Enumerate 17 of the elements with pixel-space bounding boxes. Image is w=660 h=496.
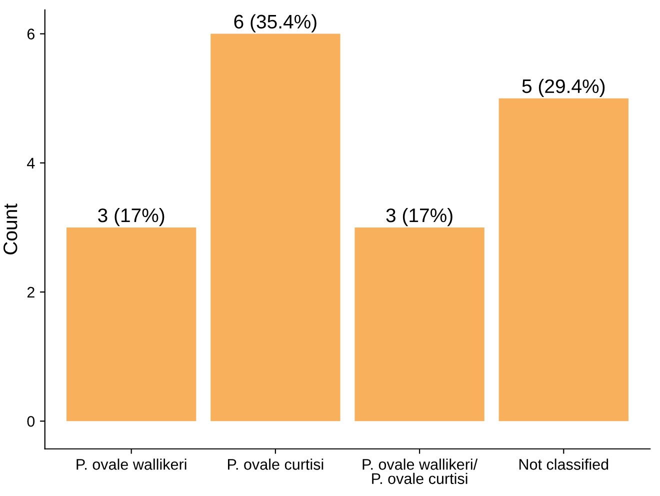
bar (66, 227, 196, 422)
bar (498, 98, 628, 422)
bar (210, 34, 340, 422)
y-tick-label: 4 (27, 158, 35, 168)
data-label: 5 (29.4%) (522, 78, 605, 97)
data-label: 3 (17%) (386, 208, 452, 226)
bar (354, 227, 484, 422)
x-tick-label: P. ovale curtisi (228, 458, 324, 470)
y-axis-title: Count (3, 204, 18, 254)
data-label: 3 (17%) (98, 208, 164, 226)
y-tick-label: 6 (27, 28, 34, 40)
x-tick-label: Not classified (519, 458, 608, 470)
x-tick-label: P. ovale wallikeri (76, 458, 186, 470)
y-tick-label: 2 (27, 286, 34, 298)
x-tick-label: P. ovale wallikeri/ P. ovale curtisi (362, 458, 478, 484)
y-tick-label: 0 (27, 416, 35, 427)
data-label: 6 (35.4%) (234, 14, 316, 32)
